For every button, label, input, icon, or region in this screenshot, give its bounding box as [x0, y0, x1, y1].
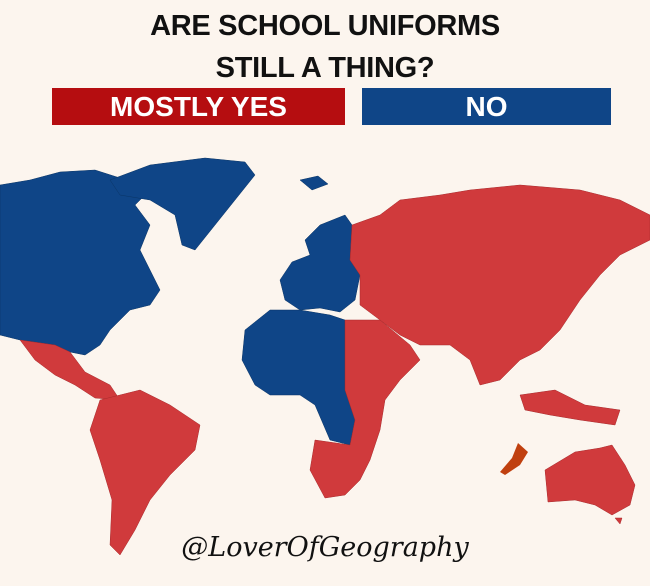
asia-mostly-yes: [349, 184, 650, 386]
title-line-2: STILL A THING?: [215, 52, 435, 84]
legend-mostly-yes: MOSTLY YES: [52, 88, 345, 125]
tasmania-mostly-yes: [614, 517, 623, 525]
legend-no: NO: [362, 88, 611, 125]
greenland-no: [109, 157, 256, 251]
africa-no: [241, 309, 356, 446]
title-line-1: ARE SCHOOL UNIFORMS: [150, 10, 500, 42]
iceland-no: [299, 175, 329, 191]
world-map: [0, 157, 650, 556]
australia-mostly-yes: [544, 444, 636, 516]
indonesia-mostly-yes: [519, 389, 621, 426]
new-zealand-highlight: [500, 443, 528, 475]
south-america-mostly-yes: [89, 389, 201, 556]
credit: @LoverOfGeography: [181, 532, 469, 563]
europe-no: [279, 214, 361, 313]
middle-east-east-africa-mostly-yes: [309, 319, 421, 499]
